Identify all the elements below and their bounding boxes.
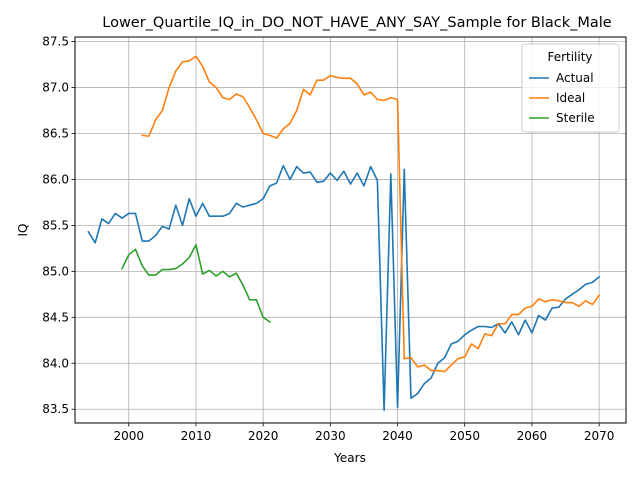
x-tick-label: 2020 bbox=[248, 429, 279, 443]
y-tick-label: 87.5 bbox=[42, 35, 69, 49]
y-tick-label: 86.0 bbox=[42, 172, 69, 186]
x-tick-label: 2000 bbox=[113, 429, 144, 443]
y-axis-ticks: 83.5 84.0 84.5 85.0 85.5 86.0 86.5 87.0 87.5 bbox=[42, 35, 75, 417]
x-axis-ticks: 2000 2010 2020 2030 2040 2050 2060 2070 bbox=[113, 423, 614, 443]
x-tick-label: 2040 bbox=[382, 429, 413, 443]
chart-title: Lower_Quartile_IQ_in_DO_NOT_HAVE_ANY_SAY… bbox=[102, 15, 612, 31]
y-tick-label: 83.5 bbox=[42, 402, 69, 416]
y-tick-label: 87.0 bbox=[42, 81, 69, 95]
y-tick-label: 85.0 bbox=[42, 264, 69, 278]
x-tick-label: 2030 bbox=[315, 429, 346, 443]
x-tick-label: 2060 bbox=[517, 429, 548, 443]
y-tick-label: 84.0 bbox=[42, 356, 69, 370]
x-tick-label: 2010 bbox=[181, 429, 212, 443]
x-tick-label: 2070 bbox=[584, 429, 615, 443]
legend-label-actual: Actual bbox=[556, 71, 594, 85]
series-line-actual bbox=[88, 166, 599, 410]
legend-title: Fertility bbox=[547, 50, 592, 64]
y-tick-label: 85.5 bbox=[42, 218, 69, 232]
legend: Fertility Actual Ideal Sterile bbox=[522, 44, 619, 132]
y-tick-label: 86.5 bbox=[42, 127, 69, 141]
legend-label-ideal: Ideal bbox=[556, 91, 585, 105]
y-axis-title: IQ bbox=[16, 224, 30, 237]
legend-label-sterile: Sterile bbox=[556, 111, 595, 125]
y-tick-label: 84.5 bbox=[42, 310, 69, 324]
x-axis-title: Years bbox=[333, 451, 366, 465]
x-tick-label: 2050 bbox=[449, 429, 480, 443]
